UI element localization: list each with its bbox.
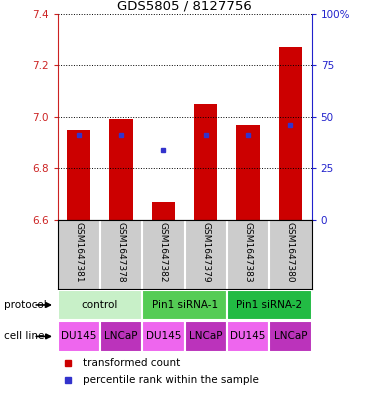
Text: percentile rank within the sample: percentile rank within the sample — [83, 375, 259, 385]
Text: LNCaP: LNCaP — [274, 331, 307, 342]
Text: GSM1647380: GSM1647380 — [286, 222, 295, 283]
Text: GSM1647378: GSM1647378 — [116, 222, 125, 283]
Bar — [279, 47, 302, 220]
Bar — [67, 130, 90, 220]
Text: LNCaP: LNCaP — [104, 331, 138, 342]
Text: Pin1 siRNA-2: Pin1 siRNA-2 — [236, 300, 302, 310]
Bar — [109, 119, 133, 220]
Text: GSM1647379: GSM1647379 — [201, 222, 210, 283]
Bar — [58, 321, 100, 352]
Text: GSM1647383: GSM1647383 — [244, 222, 253, 283]
Bar — [227, 321, 269, 352]
Text: transformed count: transformed count — [83, 358, 180, 368]
Bar — [227, 290, 312, 320]
Text: GSM1647381: GSM1647381 — [74, 222, 83, 283]
Bar — [194, 104, 217, 220]
Text: Pin1 siRNA-1: Pin1 siRNA-1 — [151, 300, 218, 310]
Text: protocol: protocol — [4, 300, 46, 310]
Text: DU145: DU145 — [230, 331, 266, 342]
Text: GSM1647382: GSM1647382 — [159, 222, 168, 283]
Bar — [152, 202, 175, 220]
Text: control: control — [82, 300, 118, 310]
Bar — [236, 125, 260, 220]
Text: LNCaP: LNCaP — [189, 331, 223, 342]
Bar — [185, 321, 227, 352]
Text: DU145: DU145 — [61, 331, 96, 342]
Title: GDS5805 / 8127756: GDS5805 / 8127756 — [117, 0, 252, 13]
Bar — [269, 321, 312, 352]
Bar — [58, 290, 142, 320]
Bar — [142, 321, 185, 352]
Bar — [100, 321, 142, 352]
Text: cell line: cell line — [4, 331, 44, 342]
Text: DU145: DU145 — [146, 331, 181, 342]
Bar — [142, 290, 227, 320]
